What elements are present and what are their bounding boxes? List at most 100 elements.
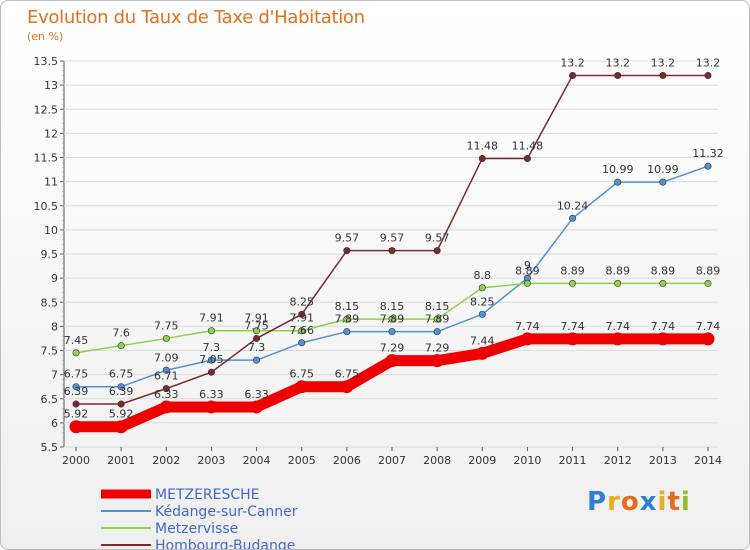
data-label: 5.92 bbox=[64, 408, 89, 421]
data-label: 7.89 bbox=[425, 313, 450, 326]
logo-letter: x bbox=[639, 487, 658, 517]
series-point bbox=[117, 400, 125, 408]
series-point bbox=[523, 279, 531, 287]
series-point bbox=[388, 328, 396, 336]
series-point bbox=[656, 332, 670, 346]
series-point bbox=[117, 342, 125, 350]
y-tick-label: 13.5 bbox=[34, 55, 59, 68]
series-point bbox=[72, 400, 80, 408]
series-point bbox=[388, 315, 396, 323]
y-tick-label: 11.5 bbox=[34, 152, 59, 165]
series-point bbox=[253, 334, 261, 342]
data-label: 6.71 bbox=[154, 370, 179, 383]
series-point bbox=[250, 400, 264, 414]
x-tick-label: 2009 bbox=[468, 454, 496, 467]
series-point bbox=[569, 279, 577, 287]
series-point bbox=[433, 315, 441, 323]
x-tick-label: 2011 bbox=[559, 454, 587, 467]
logo-letter: P bbox=[587, 487, 608, 517]
series-point bbox=[207, 368, 215, 376]
data-label: 8.8 bbox=[474, 269, 492, 282]
series-point bbox=[704, 71, 712, 79]
data-label: 7.66 bbox=[289, 324, 314, 337]
series-point bbox=[614, 71, 622, 79]
data-label: 11.32 bbox=[692, 147, 724, 160]
series-point bbox=[298, 310, 306, 318]
legend-label: Kédange-sur-Canner bbox=[155, 504, 298, 520]
y-tick-label: 12.5 bbox=[34, 103, 59, 116]
data-label: 7.74 bbox=[560, 320, 585, 333]
series-point bbox=[253, 327, 261, 335]
series-point bbox=[343, 315, 351, 323]
data-label: 9.57 bbox=[335, 232, 360, 245]
logo-letter: i bbox=[657, 487, 668, 517]
data-label: 7.74 bbox=[515, 320, 540, 333]
x-tick-label: 2003 bbox=[197, 454, 225, 467]
data-label: 8.15 bbox=[335, 300, 360, 313]
logo-letter: o bbox=[620, 487, 640, 517]
data-label: 8.15 bbox=[425, 300, 450, 313]
data-label: 6.33 bbox=[154, 388, 179, 401]
data-label: 7.45 bbox=[64, 334, 89, 347]
series-point bbox=[614, 279, 622, 287]
data-label: 6.39 bbox=[109, 385, 134, 398]
x-tick-label: 2014 bbox=[694, 454, 722, 467]
data-label: 7.91 bbox=[199, 312, 224, 325]
y-tick-label: 10.5 bbox=[34, 200, 59, 213]
data-label: 13.2 bbox=[560, 56, 585, 69]
data-label: 7.91 bbox=[289, 312, 314, 325]
series-point bbox=[520, 332, 534, 346]
data-label: 8.89 bbox=[515, 264, 540, 277]
y-tick-label: 12 bbox=[44, 127, 58, 140]
series-point bbox=[72, 383, 80, 391]
data-label: 8.25 bbox=[470, 295, 495, 308]
series-point bbox=[207, 356, 215, 364]
data-label: 13.2 bbox=[605, 56, 630, 69]
data-label: 9 bbox=[524, 259, 531, 272]
data-label: 7.74 bbox=[696, 320, 721, 333]
series-point bbox=[159, 400, 173, 414]
data-label: 7.6 bbox=[112, 327, 130, 340]
y-tick-label: 6 bbox=[51, 417, 58, 430]
series-point bbox=[433, 328, 441, 336]
series-point bbox=[162, 385, 170, 393]
logo-letter: r bbox=[607, 487, 621, 517]
series-point bbox=[430, 354, 444, 368]
data-label: 8.25 bbox=[289, 295, 314, 308]
data-label: 9.57 bbox=[425, 232, 450, 245]
x-tick-label: 2012 bbox=[604, 454, 632, 467]
data-label: 7.05 bbox=[199, 353, 224, 366]
series-point bbox=[117, 383, 125, 391]
y-tick-label: 8.5 bbox=[41, 296, 59, 309]
series-point bbox=[340, 380, 354, 394]
series-point bbox=[704, 162, 712, 170]
y-tick-label: 9 bbox=[51, 272, 58, 285]
data-label: 6.75 bbox=[109, 368, 134, 381]
series-point bbox=[69, 420, 83, 434]
series-point bbox=[298, 327, 306, 335]
series-point bbox=[659, 279, 667, 287]
data-label: 7.44 bbox=[470, 334, 495, 347]
data-label: 11.48 bbox=[467, 139, 499, 152]
data-label: 10.99 bbox=[647, 163, 679, 176]
data-label: 7.09 bbox=[154, 351, 179, 364]
series-point bbox=[614, 178, 622, 186]
series-point bbox=[569, 214, 577, 222]
data-label: 6.75 bbox=[289, 368, 314, 381]
chart-title: Evolution du Taux de Taxe d'Habitation bbox=[27, 7, 365, 28]
data-label: 10.24 bbox=[557, 199, 589, 212]
y-tick-label: 9.5 bbox=[41, 248, 59, 261]
series-point bbox=[298, 339, 306, 347]
logo-letter: t bbox=[667, 487, 681, 517]
series-point bbox=[478, 310, 486, 318]
data-label: 7.75 bbox=[244, 319, 269, 332]
logo-letter: i bbox=[680, 487, 691, 517]
data-label: 9.57 bbox=[380, 232, 405, 245]
data-label: 6.75 bbox=[64, 368, 89, 381]
data-label: 7.29 bbox=[380, 342, 405, 355]
series-point bbox=[204, 400, 218, 414]
series-point bbox=[207, 327, 215, 335]
data-label: 5.92 bbox=[109, 408, 134, 421]
data-label: 8.89 bbox=[651, 264, 676, 277]
data-label: 6.33 bbox=[244, 388, 269, 401]
